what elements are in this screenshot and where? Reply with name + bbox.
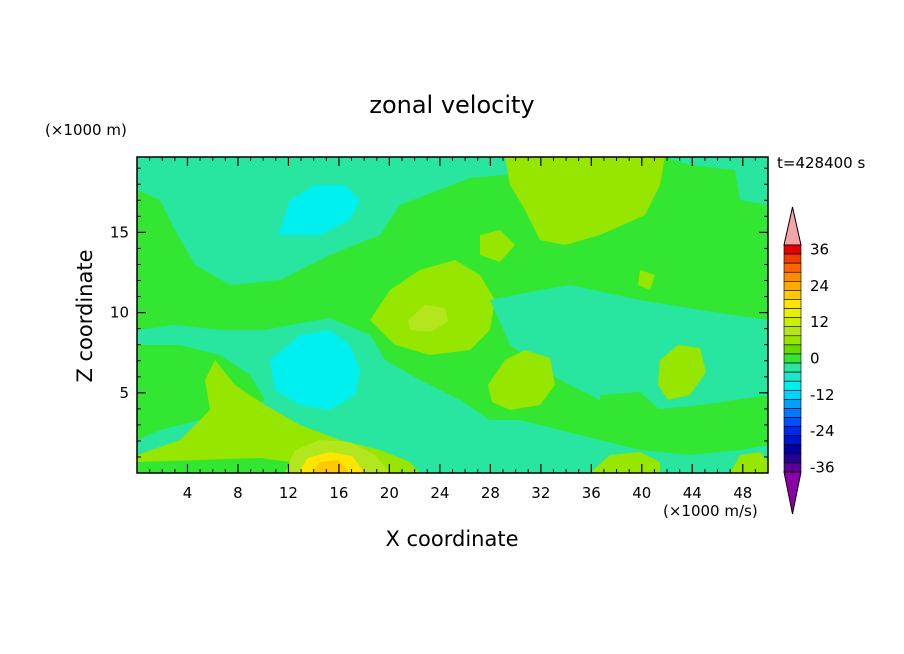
- x-tick-label: 24: [430, 484, 449, 502]
- x-tick-label: 28: [481, 484, 500, 502]
- colorbar-swatch: [783, 426, 802, 436]
- colorbar-swatch: [783, 435, 802, 446]
- colorbar-swatch: [783, 262, 802, 273]
- colorbar-swatch: [783, 326, 802, 337]
- y-tick-label: 5: [119, 384, 129, 402]
- colorbar-swatch: [783, 308, 802, 318]
- x-tick-label: 4: [183, 484, 193, 502]
- colorbar-swatch: [783, 317, 802, 328]
- colorbar-swatch: [783, 453, 802, 464]
- field-region-light-green: [505, 157, 665, 245]
- x-tick-label: 12: [279, 484, 298, 502]
- colorbar-swatch: [783, 271, 802, 282]
- colorbar: 36 24 12 0 -12 -24 -36: [783, 206, 835, 515]
- field-region-light-green: [480, 230, 515, 262]
- colorbar-tick-label: 0: [810, 350, 820, 368]
- field-region-seafoam: [665, 157, 768, 205]
- x-tick-label: 20: [380, 484, 399, 502]
- z-unit-label: (×1000 m): [45, 121, 127, 139]
- y-axis-ticks: 5 10 15: [110, 167, 768, 458]
- field-region-seafoam: [137, 157, 560, 285]
- colorbar-swatch: [783, 299, 802, 309]
- colorbar-swatch: [783, 362, 802, 373]
- colorbar-tick-label: -12: [810, 386, 835, 404]
- colorbar-swatch: [783, 462, 802, 473]
- colorbar-swatch: [783, 335, 802, 346]
- y-tick-label: 10: [110, 304, 129, 322]
- x-axis-ticks: 4 8 12 16 20 24 28 32 36 40 44 48: [149, 157, 756, 502]
- x-tick-label: 32: [531, 484, 550, 502]
- colorbar-swatch: [783, 281, 802, 291]
- colorbar-swatch: [783, 253, 802, 264]
- field-region-cyan: [270, 330, 360, 410]
- colorbar-swatch: [783, 417, 802, 427]
- colorbar-bottom-extend: [783, 471, 802, 515]
- field-region-cyan: [278, 185, 360, 235]
- field-region-green: [600, 392, 660, 440]
- colorbar-swatch: [783, 380, 802, 391]
- time-label: t=428400 s: [777, 154, 865, 172]
- colorbar-tick-label: 12: [810, 313, 829, 331]
- field-region-light-green: [590, 452, 660, 473]
- x-tick-label: 40: [632, 484, 651, 502]
- colorbar-swatch: [783, 344, 802, 355]
- colorbar-swatch: [783, 371, 802, 382]
- x-tick-label: 8: [233, 484, 243, 502]
- y-tick-label: 15: [110, 223, 129, 241]
- field-region-light-green: [488, 350, 555, 410]
- colorbar-tick-label: 36: [810, 241, 829, 259]
- colorbar-swatch: [783, 399, 802, 409]
- colorbar-swatch: [783, 444, 802, 455]
- field-region-orange: [312, 460, 350, 473]
- field-region-light-green: [638, 270, 655, 290]
- colorbar-swatch: [783, 290, 802, 300]
- y-axis-label: Z coordinate: [73, 249, 97, 382]
- colorbar-swatch: [783, 389, 802, 400]
- x-tick-label: 44: [683, 484, 702, 502]
- x-tick-label: 16: [329, 484, 348, 502]
- field-region-light-green: [658, 345, 706, 400]
- colorbar-swatch: [783, 244, 802, 255]
- colorbar-swatch: [783, 353, 802, 364]
- x-unit-label: (×1000 m/s): [663, 502, 758, 520]
- colorbar-top-extend: [783, 206, 802, 246]
- chart-title: zonal velocity: [369, 91, 534, 119]
- field-region-light-green: [730, 452, 768, 473]
- plot-field: [137, 157, 768, 473]
- x-axis-label: X coordinate: [385, 527, 518, 551]
- colorbar-swatch: [783, 408, 802, 418]
- x-tick-label: 36: [582, 484, 601, 502]
- x-tick-label: 48: [733, 484, 752, 502]
- field-region-yellow-green: [408, 305, 448, 332]
- colorbar-tick-label: -24: [810, 422, 835, 440]
- colorbar-tick-label: 24: [810, 277, 829, 295]
- colorbar-tick-label: -36: [810, 458, 835, 476]
